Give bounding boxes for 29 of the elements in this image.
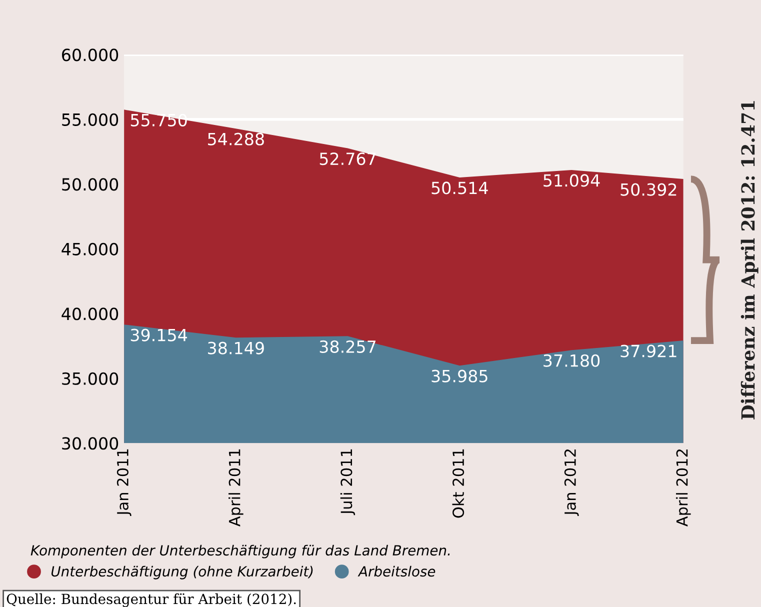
x-tick-label: Jan 2011 <box>116 449 132 516</box>
data-label: 39.154 <box>130 328 188 342</box>
text: Differenz im April 2012: 12.471 <box>740 101 758 420</box>
text: Komponenten der Unterbeschäftigung für das Land Bremen. <box>30 544 450 558</box>
y-tick-label: 50.000 <box>62 178 118 191</box>
data-label: 37.921 <box>620 344 676 358</box>
data-label: 54.288 <box>208 132 264 146</box>
data-label: 52.767 <box>320 152 376 166</box>
data-label: 50.392 <box>620 183 676 196</box>
y-tick-label: 35.000 <box>62 372 118 385</box>
y-tick-label: 40.000 <box>62 308 118 320</box>
data-label: 38.257 <box>320 340 376 353</box>
y-tick-label: 55.000 <box>62 113 118 126</box>
data-label: 35.985 <box>432 370 488 382</box>
x-tick-label: Okt 2011 <box>452 449 464 518</box>
data-label: 37.180 <box>544 354 600 367</box>
y-tick-label: 60.000 <box>62 48 118 62</box>
y-tick-label: 30.000 <box>62 437 118 450</box>
legend-label: Arbeitslose <box>358 566 436 577</box>
data-label: 51.094 <box>544 174 600 187</box>
legend-label: Unterbeschäftigung (ohne Kurzarbeit) <box>51 566 313 580</box>
x-tick-label: Jan 2012 <box>564 450 579 516</box>
data-label: 50.514 <box>432 182 488 194</box>
x-tick-label: Juli 2011 <box>340 449 356 516</box>
x-tick-label: April 2012 <box>676 450 691 527</box>
source-note: Quelle: Bundesagentur für Arbeit (2012). <box>6 593 296 607</box>
data-label: 38.149 <box>208 342 264 354</box>
x-tick-label: April 2011 <box>228 449 244 527</box>
y-tick-label: 45.000 <box>62 242 118 256</box>
